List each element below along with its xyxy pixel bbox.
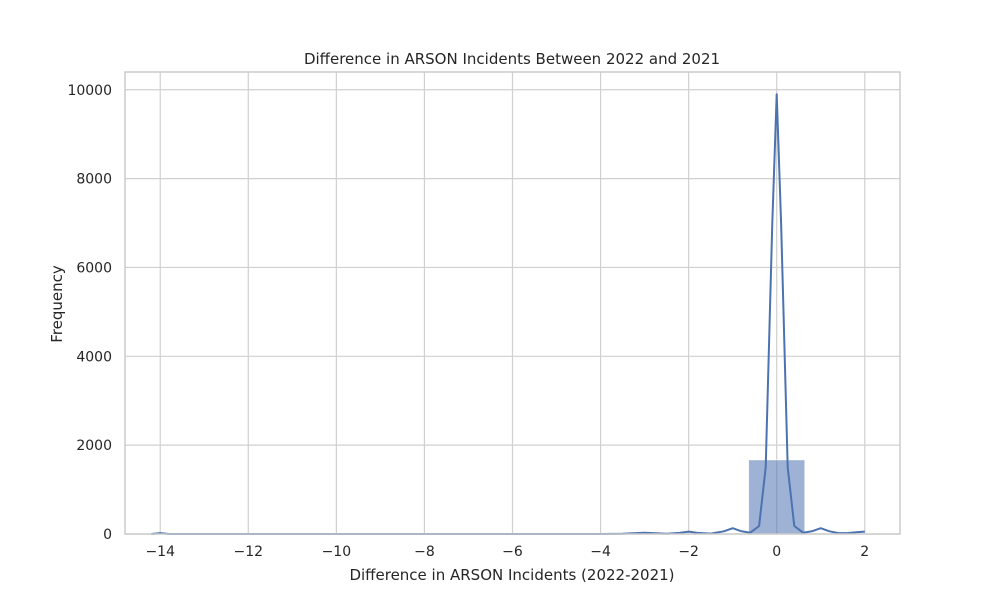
x-tick-label: −6 (502, 544, 523, 560)
y-tick-label: 4000 (76, 349, 112, 365)
y-tick-label: 6000 (76, 260, 112, 276)
x-tick-labels: −14 −12 −10 −8 −6 −4 −2 0 2 (145, 544, 869, 560)
x-tick-label: 2 (860, 544, 869, 560)
x-tick-label: −2 (678, 544, 699, 560)
y-tick-labels: 0 2000 4000 6000 8000 10000 (67, 83, 112, 543)
y-tick-label: 8000 (76, 172, 112, 188)
y-tick-label: 10000 (67, 83, 112, 99)
x-axis-label: Difference in ARSON Incidents (2022-2021… (349, 566, 674, 584)
x-tick-label: −14 (145, 544, 175, 560)
x-tick-label: −8 (414, 544, 435, 560)
histogram-bar (748, 459, 806, 535)
x-tick-label: −10 (322, 544, 352, 560)
y-tick-label: 0 (103, 527, 112, 543)
y-tick-label: 2000 (76, 438, 112, 454)
x-tick-label: 0 (772, 544, 781, 560)
y-axis-label: Frequency (48, 265, 66, 343)
x-tick-label: −12 (234, 544, 264, 560)
chart-title: Difference in ARSON Incidents Between 20… (304, 50, 720, 68)
plot-frame (124, 71, 901, 535)
x-tick-label: −4 (590, 544, 611, 560)
